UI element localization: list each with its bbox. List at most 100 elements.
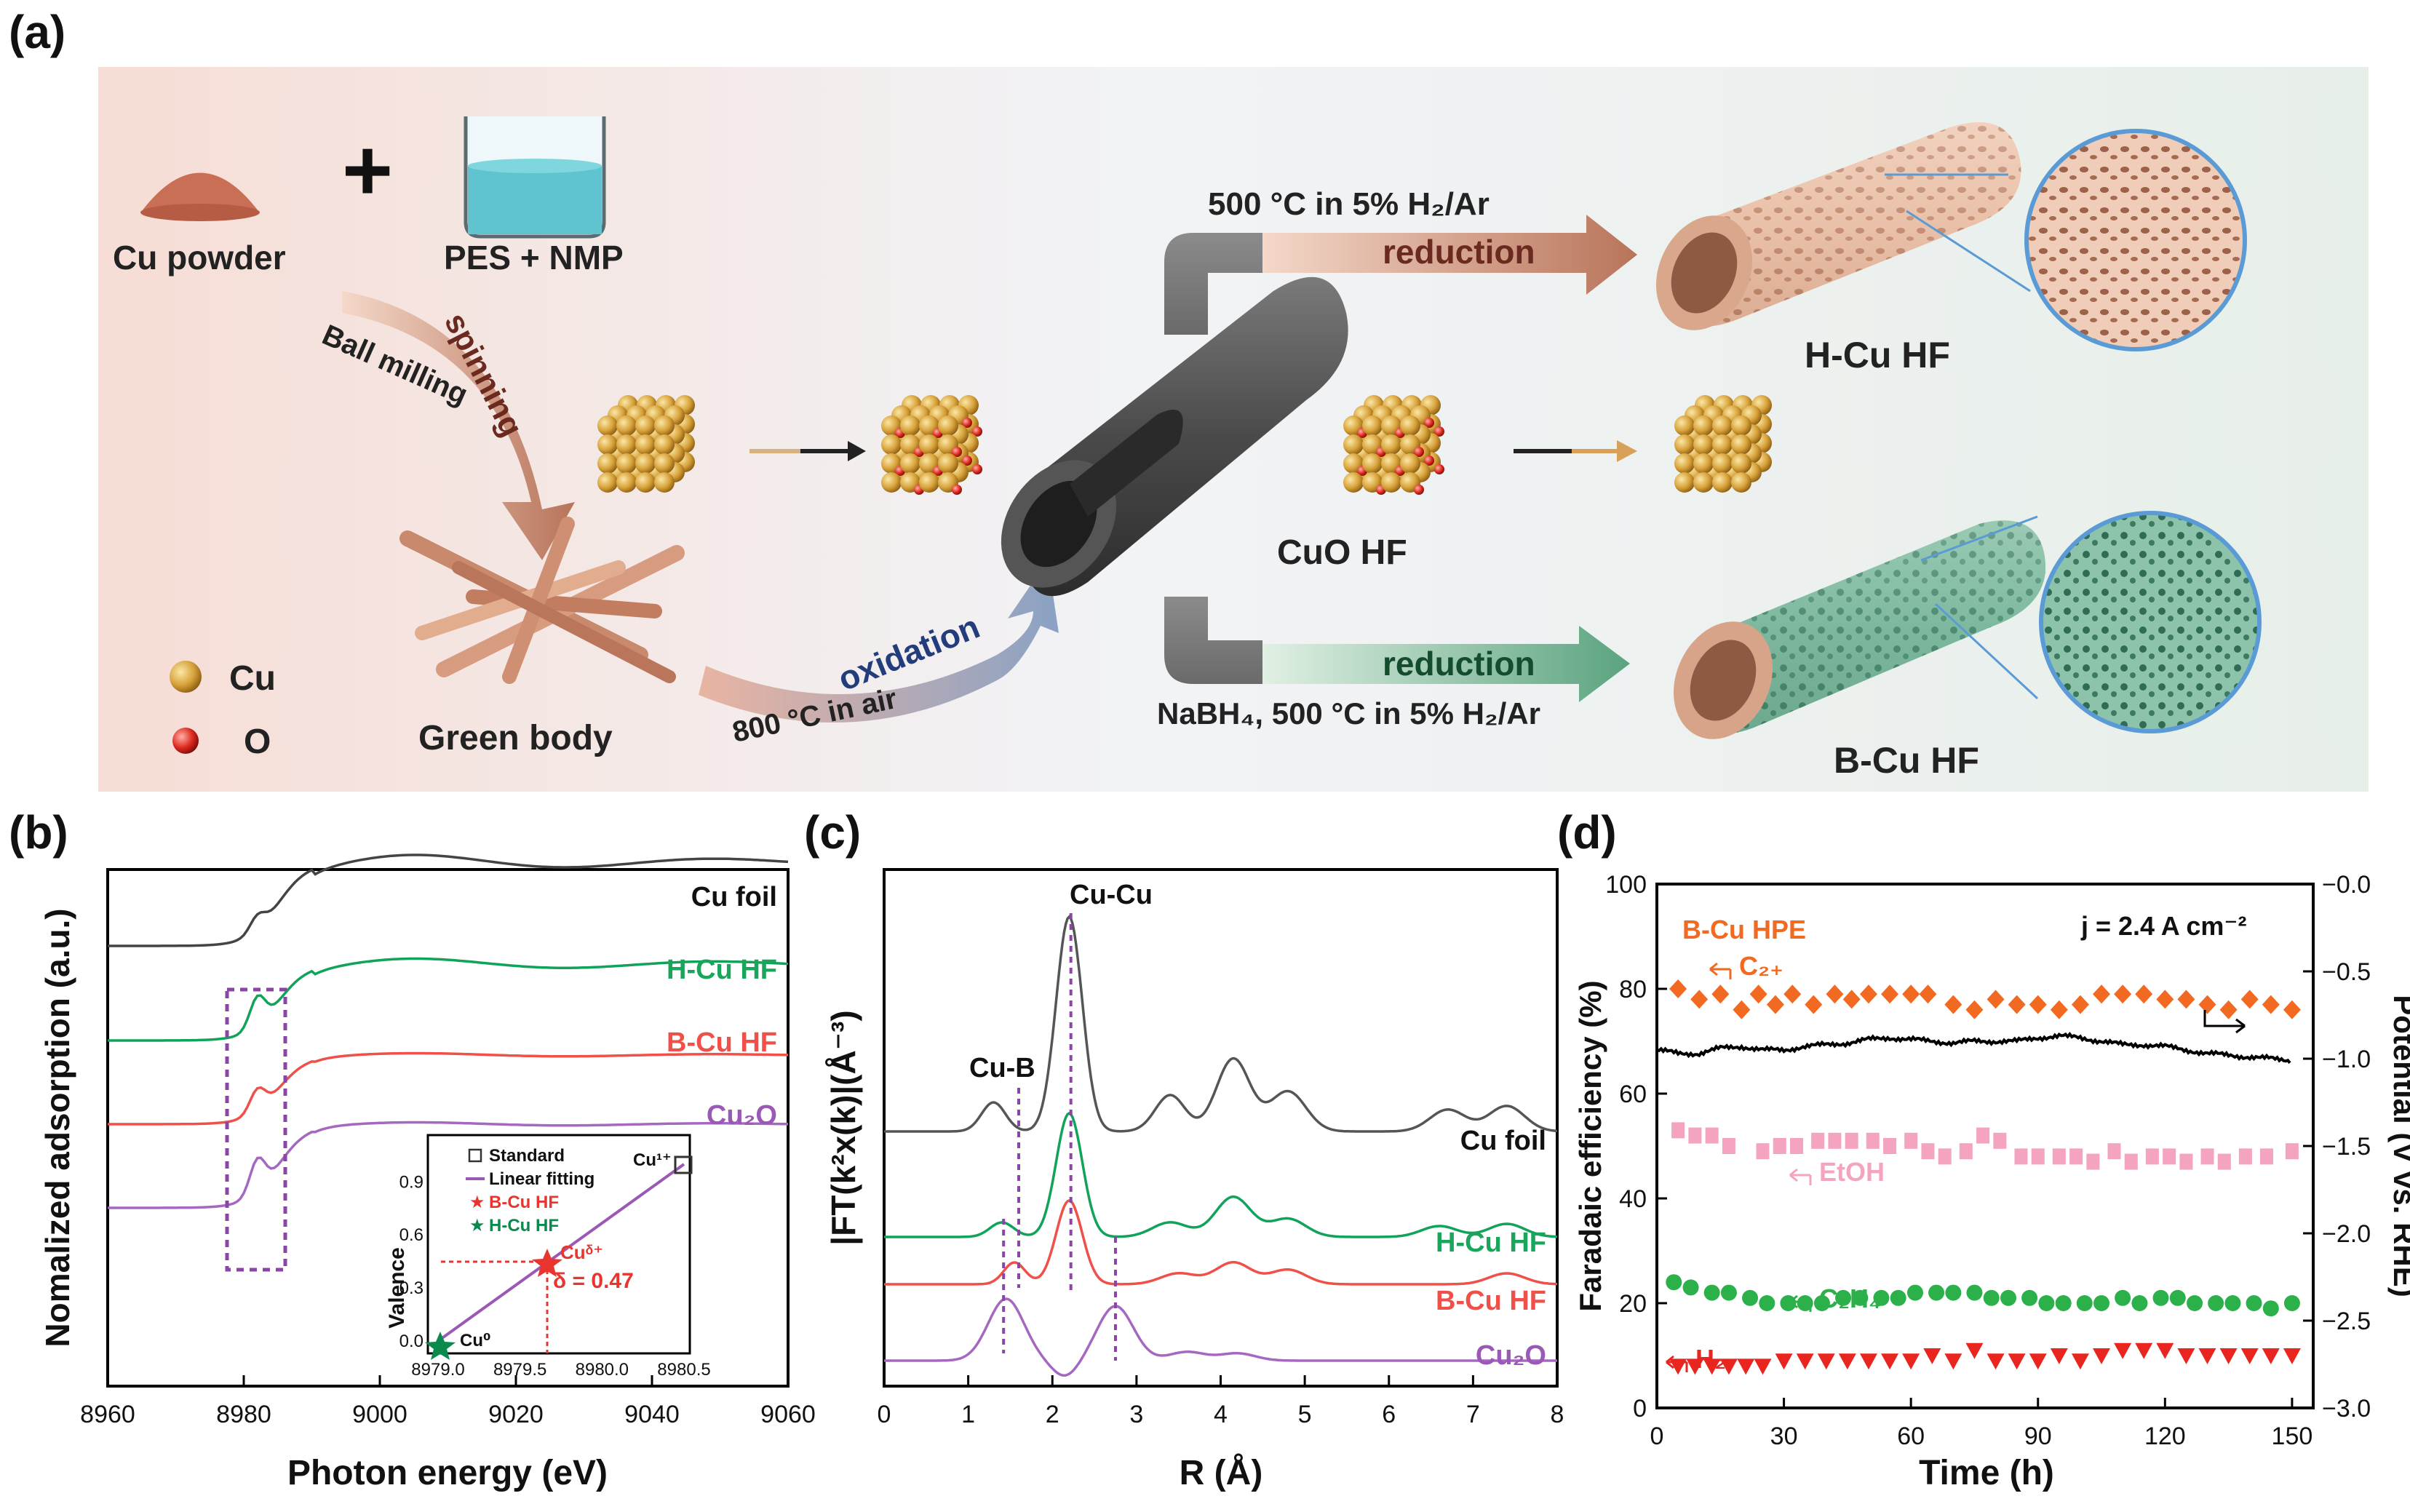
data-point-triangle-down (1754, 1358, 1772, 1375)
data-point-diamond (2198, 995, 2216, 1014)
data-point-square (1688, 1127, 1702, 1144)
data-point-square (1722, 1138, 1735, 1154)
xtick-label: 1 (961, 1401, 975, 1428)
inset-xtick-label: 8980.5 (657, 1360, 710, 1380)
cuo-lattice-left (881, 395, 982, 495)
data-point-triangle-down (2093, 1348, 2111, 1364)
data-point-diamond (2240, 990, 2259, 1009)
data-point-circle (2021, 1289, 2038, 1306)
right-axis-arrow-icon (2203, 1010, 2246, 1034)
gray-branch-top (1164, 233, 1262, 335)
ytick-label: 100 (1605, 871, 1647, 899)
cu-atom (1712, 472, 1733, 493)
cu-atom (1343, 434, 1364, 455)
data-point-triangle-down (1859, 1353, 1877, 1370)
data-point-square (1828, 1132, 1842, 1149)
panel-d-y2label: Potential (V vs. RHE) (2387, 995, 2410, 1297)
cu-lattice-right (1674, 395, 1772, 493)
panel-d: (d) Faradaic efficiency (%) Potential (V… (1557, 806, 2410, 1492)
data-point-square (1790, 1138, 1804, 1154)
cu-atom (1731, 472, 1751, 493)
data-point-circle (1835, 1289, 1852, 1306)
inset-legend-b-star: ★ (469, 1193, 485, 1212)
cu-atom (597, 472, 618, 493)
inset-ytick-label: 0.3 (399, 1278, 423, 1298)
panel-b-xticks: 8960 8980 9000 9020 9040 9060 (80, 1375, 816, 1428)
data-point-diamond (1826, 984, 1844, 1004)
inset-legend-h-cu: H-Cu HF (489, 1216, 559, 1236)
y2tick-label: −0.5 (2322, 958, 2371, 986)
cu-atom (635, 472, 656, 493)
data-point-triangle-down (1719, 1358, 1738, 1375)
b-cu-hf-tube (1673, 520, 2046, 739)
data-point-circle (1797, 1295, 1813, 1311)
data-point-square (2285, 1143, 2299, 1160)
ytick-label: 60 (1619, 1081, 1647, 1108)
spectrum-line (108, 1121, 789, 1209)
data-point-triangle-down (2071, 1353, 2089, 1370)
cu-atom (1674, 453, 1695, 474)
data-point-triangle-down (2050, 1348, 2068, 1364)
ft-spectrum-line (884, 1111, 1558, 1238)
data-point-diamond (1842, 990, 1861, 1009)
data-point-triangle-down (1817, 1353, 1835, 1370)
xtick-label: 8960 (80, 1401, 135, 1428)
o-atom (1414, 447, 1424, 457)
inset-xtick-label: 8979.0 (411, 1360, 464, 1380)
inset-legend-b-cu: B-Cu HF (489, 1193, 559, 1212)
plus-sign: + (342, 122, 393, 219)
data-point-square (2124, 1153, 2138, 1170)
data-point-triangle-down (2240, 1348, 2259, 1364)
data-point-diamond (1749, 984, 1767, 1004)
bottom-reduction-label: reduction (1383, 645, 1535, 683)
xtick-label: 2 (1046, 1401, 1059, 1428)
cu-atom (1693, 453, 1714, 474)
ft-spectrum-line (884, 915, 1558, 1133)
data-point-circle (2208, 1295, 2224, 1311)
inset-ylabel: Valence (385, 1247, 409, 1329)
pes-nmp-label: PES + NMP (444, 239, 624, 276)
data-point-triangle-down (2219, 1348, 2238, 1364)
data-point-triangle-down (1796, 1353, 1814, 1370)
inset-legend-h-star: ★ (469, 1216, 485, 1236)
data-point-triangle-down (1703, 1358, 1721, 1375)
data-point-triangle-down (2135, 1342, 2153, 1359)
o-atom (1434, 426, 1444, 437)
panel-b-inset: Valence 8979.0 8979.5 8980.0 8980.5 0.0 0.3 0.… (385, 1134, 711, 1380)
panel-d-label: (d) (1557, 806, 1617, 859)
data-point-circle (2246, 1295, 2262, 1311)
data-point-triangle-down (2283, 1348, 2301, 1364)
data-point-triangle-down (1737, 1358, 1755, 1375)
data-point-circle (1813, 1295, 1830, 1311)
ball-milling-arrow (342, 291, 575, 560)
h-cu-zoom-circle (2024, 129, 2247, 351)
data-point-square (1773, 1138, 1786, 1154)
inset-legend-standard-marker (468, 1148, 482, 1163)
data-point-diamond (2029, 995, 2047, 1014)
data-point-triangle-down (2262, 1348, 2280, 1364)
panel-c-label-b-cu: B-Cu HF (1436, 1286, 1546, 1316)
inset-legend-fit: Linear fitting (489, 1169, 594, 1189)
data-point-diamond (2093, 984, 2111, 1004)
panel-b-label-h-cu: H-Cu HF (667, 955, 777, 985)
data-point-triangle-down (1686, 1358, 1704, 1375)
data-point-circle (2076, 1295, 2093, 1311)
ytick-label: 80 (1619, 976, 1647, 1003)
xtick-label: 90 (2024, 1423, 2052, 1450)
xtick-label: 5 (1298, 1401, 1312, 1428)
panel-d-series-labels: C₂₊ EtOH C₂H₄ H₂ (1666, 951, 2246, 1374)
panel-c-peak-cub: Cu-B (969, 1053, 1035, 1083)
cu-atom (1400, 415, 1420, 436)
data-point-circle (1720, 1284, 1737, 1301)
series-label: EtOH (1819, 1157, 1885, 1187)
bottom-condition-label: NaBH₄, 500 °C in 5% H₂/Ar (1157, 696, 1540, 731)
data-point-circle (2262, 1300, 2279, 1317)
data-point-square (2014, 1148, 2028, 1165)
h-cu-hf-label: H-Cu HF (1805, 335, 1950, 375)
data-point-diamond (2135, 984, 2153, 1004)
green-body-image (399, 517, 685, 684)
legend-o-ball (172, 728, 199, 754)
data-point-circle (2115, 1289, 2131, 1306)
data-point-circle (2187, 1295, 2203, 1311)
cu-atom (1381, 472, 1401, 493)
